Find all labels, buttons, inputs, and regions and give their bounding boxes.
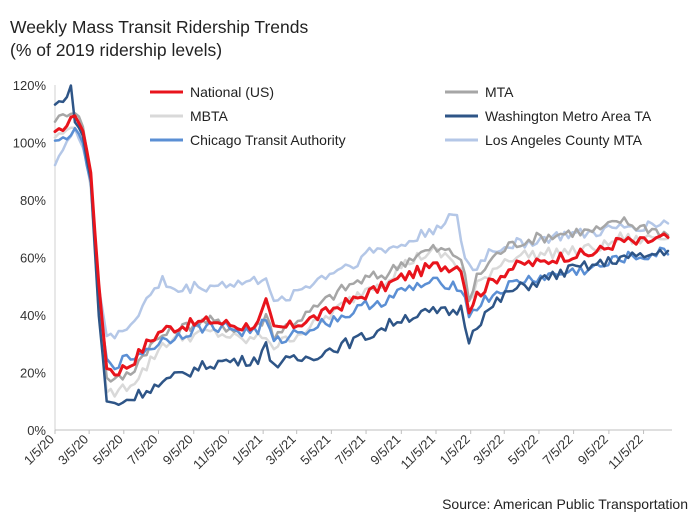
- series-line-3: [53, 84, 670, 407]
- chart-subtitle: (% of 2019 ridership levels): [10, 40, 223, 60]
- x-tick-label: 5/5/22: [505, 432, 541, 468]
- x-tick-label: 11/5/21: [398, 432, 439, 473]
- x-tick-label: 3/5/21: [263, 432, 299, 468]
- y-tick-label: 100%: [13, 136, 47, 151]
- y-tick-label: 40%: [20, 308, 46, 323]
- x-tick-label: 3/5/22: [470, 432, 506, 468]
- x-tick-label: 3/5/20: [55, 432, 91, 468]
- legend-label: Washington Metro Area TA: [485, 108, 652, 124]
- x-tick-label: 5/5/20: [90, 432, 126, 468]
- x-tick-label: 11/5/20: [190, 432, 231, 473]
- series-line-0: [53, 114, 670, 377]
- source-note: Source: American Public Transportation: [442, 496, 688, 512]
- y-tick-label: 120%: [13, 78, 47, 93]
- series-line-5: [53, 127, 670, 340]
- x-tick-label: 5/5/21: [297, 432, 333, 468]
- x-tick-label: 1/5/22: [437, 432, 473, 468]
- legend-label: MTA: [485, 84, 514, 100]
- x-tick-label: 1/5/21: [229, 432, 265, 468]
- chart-title: Weekly Mass Transit Ridership Trends: [10, 17, 309, 37]
- legend-label: Chicago Transit Authority: [190, 132, 346, 148]
- series-line-1: [53, 111, 670, 383]
- x-tick-label: 7/5/22: [540, 432, 576, 468]
- y-tick-label: 60%: [20, 251, 46, 266]
- y-tick-label: 0%: [27, 423, 46, 438]
- x-tick-label: 7/5/21: [332, 432, 368, 468]
- y-tick-label: 80%: [20, 193, 46, 208]
- x-tick-label: 11/5/22: [605, 432, 646, 473]
- x-tick-label: 7/5/20: [124, 432, 160, 468]
- legend-label: National (US): [190, 84, 274, 100]
- y-tick-label: 20%: [20, 366, 46, 381]
- legend-label: MBTA: [190, 108, 229, 124]
- legend-label: Los Angeles County MTA: [485, 132, 643, 148]
